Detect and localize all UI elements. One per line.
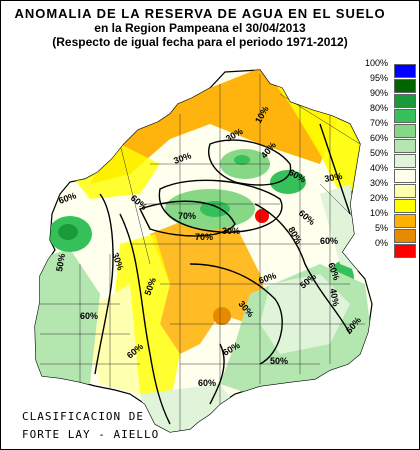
map-label: 30% xyxy=(324,171,343,184)
legend-label: 0% xyxy=(374,238,388,248)
map-label: 60% xyxy=(80,311,98,321)
map-svg: 10% 30% 30% 40% 60% 30% 60% 70% 60% 30% … xyxy=(34,69,373,433)
central-wet-core xyxy=(200,201,230,217)
legend-swatch xyxy=(394,244,416,258)
north-dry-zone xyxy=(90,70,340,184)
legend-label: 100% xyxy=(364,58,388,68)
dry-spot-south xyxy=(213,307,231,325)
legend-label: 5% xyxy=(374,223,388,233)
northeast-wet-zone xyxy=(270,170,306,194)
legend-swatch xyxy=(394,169,416,183)
legend-label: 30% xyxy=(369,178,388,188)
legend-label: 70% xyxy=(369,118,388,128)
legend-label: 60% xyxy=(369,133,388,143)
southeast-pale-zone xyxy=(260,274,350,354)
legend-swatch xyxy=(394,79,416,93)
legend-swatch xyxy=(394,124,416,138)
map-label: 60% xyxy=(320,236,338,246)
legend-swatch xyxy=(394,64,416,78)
legend-swatch xyxy=(394,214,416,228)
map-subtitle-date: en la Region Pampeana el 30/04/2013 xyxy=(94,21,306,35)
pampeana-region-map: 10% 30% 30% 40% 60% 30% 60% 70% 60% 30% … xyxy=(20,64,375,434)
west-wet-inner xyxy=(58,224,78,240)
map-label: 30% xyxy=(222,226,240,236)
map-label: 50% xyxy=(270,356,288,366)
credit-line-1: CLASIFICACION DE xyxy=(22,410,144,423)
legend-label: 40% xyxy=(369,163,388,173)
map-label: 60% xyxy=(198,378,216,388)
north-wet-core xyxy=(234,155,250,165)
anomaly-isolines xyxy=(94,123,351,425)
legend-swatch xyxy=(394,109,416,123)
legend-label: 80% xyxy=(369,103,388,113)
legend-label: 95% xyxy=(369,73,388,83)
legend-label: 90% xyxy=(369,88,388,98)
legend-swatch xyxy=(394,184,416,198)
map-label: 70% xyxy=(178,211,196,221)
legend-label: 10% xyxy=(369,208,388,218)
legend-swatch xyxy=(394,94,416,108)
map-label: 40% xyxy=(328,288,341,307)
northwest-yellow-zone xyxy=(70,144,160,199)
map-label: 70% xyxy=(195,232,213,242)
map-label: 50% xyxy=(54,253,67,272)
legend-swatch xyxy=(394,229,416,243)
legend-swatch xyxy=(394,199,416,213)
driest-spot xyxy=(255,209,269,223)
legend-label: 50% xyxy=(369,148,388,158)
map-title: ANOMALIA DE LA RESERVA DE AGUA EN EL SUE… xyxy=(14,6,386,21)
map-subtitle-period: (Respecto de igual fecha para el periodo… xyxy=(52,35,348,49)
legend-label: 20% xyxy=(369,193,388,203)
credit-line-2: FORTE LAY - AIELLO xyxy=(22,428,160,441)
legend-swatch xyxy=(394,139,416,153)
legend-swatch xyxy=(394,154,416,168)
